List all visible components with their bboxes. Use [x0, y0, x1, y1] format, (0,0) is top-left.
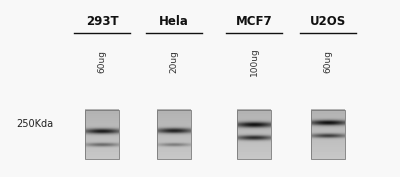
Text: 100ug: 100ug: [250, 48, 258, 76]
Bar: [85, 110, 119, 159]
Text: 250Kda: 250Kda: [17, 119, 54, 129]
Text: 20ug: 20ug: [170, 50, 178, 73]
Text: U2OS: U2OS: [310, 15, 346, 28]
Text: 60ug: 60ug: [98, 50, 106, 73]
Text: MCF7: MCF7: [236, 15, 272, 28]
Bar: [157, 110, 191, 159]
Bar: [311, 110, 345, 159]
Text: 60ug: 60ug: [324, 50, 332, 73]
Text: Hela: Hela: [159, 15, 189, 28]
Text: 293T: 293T: [86, 15, 118, 28]
Bar: [237, 110, 271, 159]
